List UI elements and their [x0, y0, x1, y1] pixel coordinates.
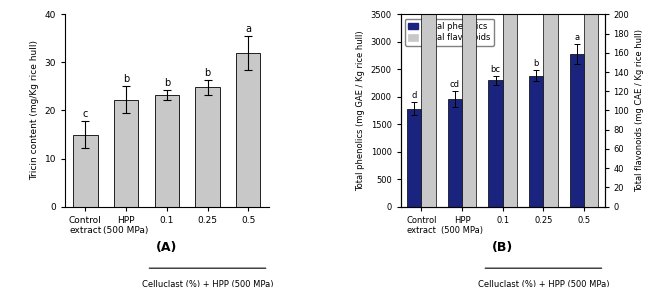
Bar — [236, 53, 261, 207]
Y-axis label: Total flavonoids (mg CAE / Kg rice hull): Total flavonoids (mg CAE / Kg rice hull) — [635, 29, 644, 192]
Text: (A): (A) — [156, 241, 177, 254]
Bar — [421, 0, 436, 207]
Text: c: c — [83, 109, 88, 119]
Text: Celluclast (%) + HPP (500 MPa): Celluclast (%) + HPP (500 MPa) — [142, 280, 273, 287]
Bar — [488, 80, 502, 207]
Text: d: d — [411, 91, 417, 100]
Bar — [73, 135, 98, 207]
Bar — [543, 0, 558, 207]
Bar — [448, 99, 462, 207]
Text: b: b — [164, 78, 170, 88]
Y-axis label: Total phenolics (mg GAE / Kg rice hull): Total phenolics (mg GAE / Kg rice hull) — [356, 30, 365, 191]
Bar — [195, 88, 220, 207]
Text: bc: bc — [491, 65, 500, 74]
Text: Celluclast (%) + HPP (500 MPa): Celluclast (%) + HPP (500 MPa) — [478, 280, 609, 287]
Text: (B): (B) — [492, 241, 514, 254]
Bar — [114, 100, 138, 207]
Text: a: a — [575, 33, 580, 42]
Text: cd: cd — [450, 79, 460, 88]
Text: a: a — [245, 24, 252, 34]
Bar — [502, 0, 517, 207]
Text: b: b — [534, 59, 539, 68]
Text: b: b — [204, 68, 211, 78]
Bar — [529, 76, 543, 207]
Bar — [584, 0, 599, 207]
Legend: Total phenolics, Total flavonoids: Total phenolics, Total flavonoids — [405, 19, 494, 46]
Y-axis label: Tricin content (mg/Kg rice hull): Tricin content (mg/Kg rice hull) — [30, 40, 39, 181]
Bar — [570, 54, 584, 207]
Text: b: b — [123, 74, 129, 84]
Bar — [407, 109, 421, 207]
Bar — [462, 0, 476, 207]
Bar — [155, 95, 179, 207]
